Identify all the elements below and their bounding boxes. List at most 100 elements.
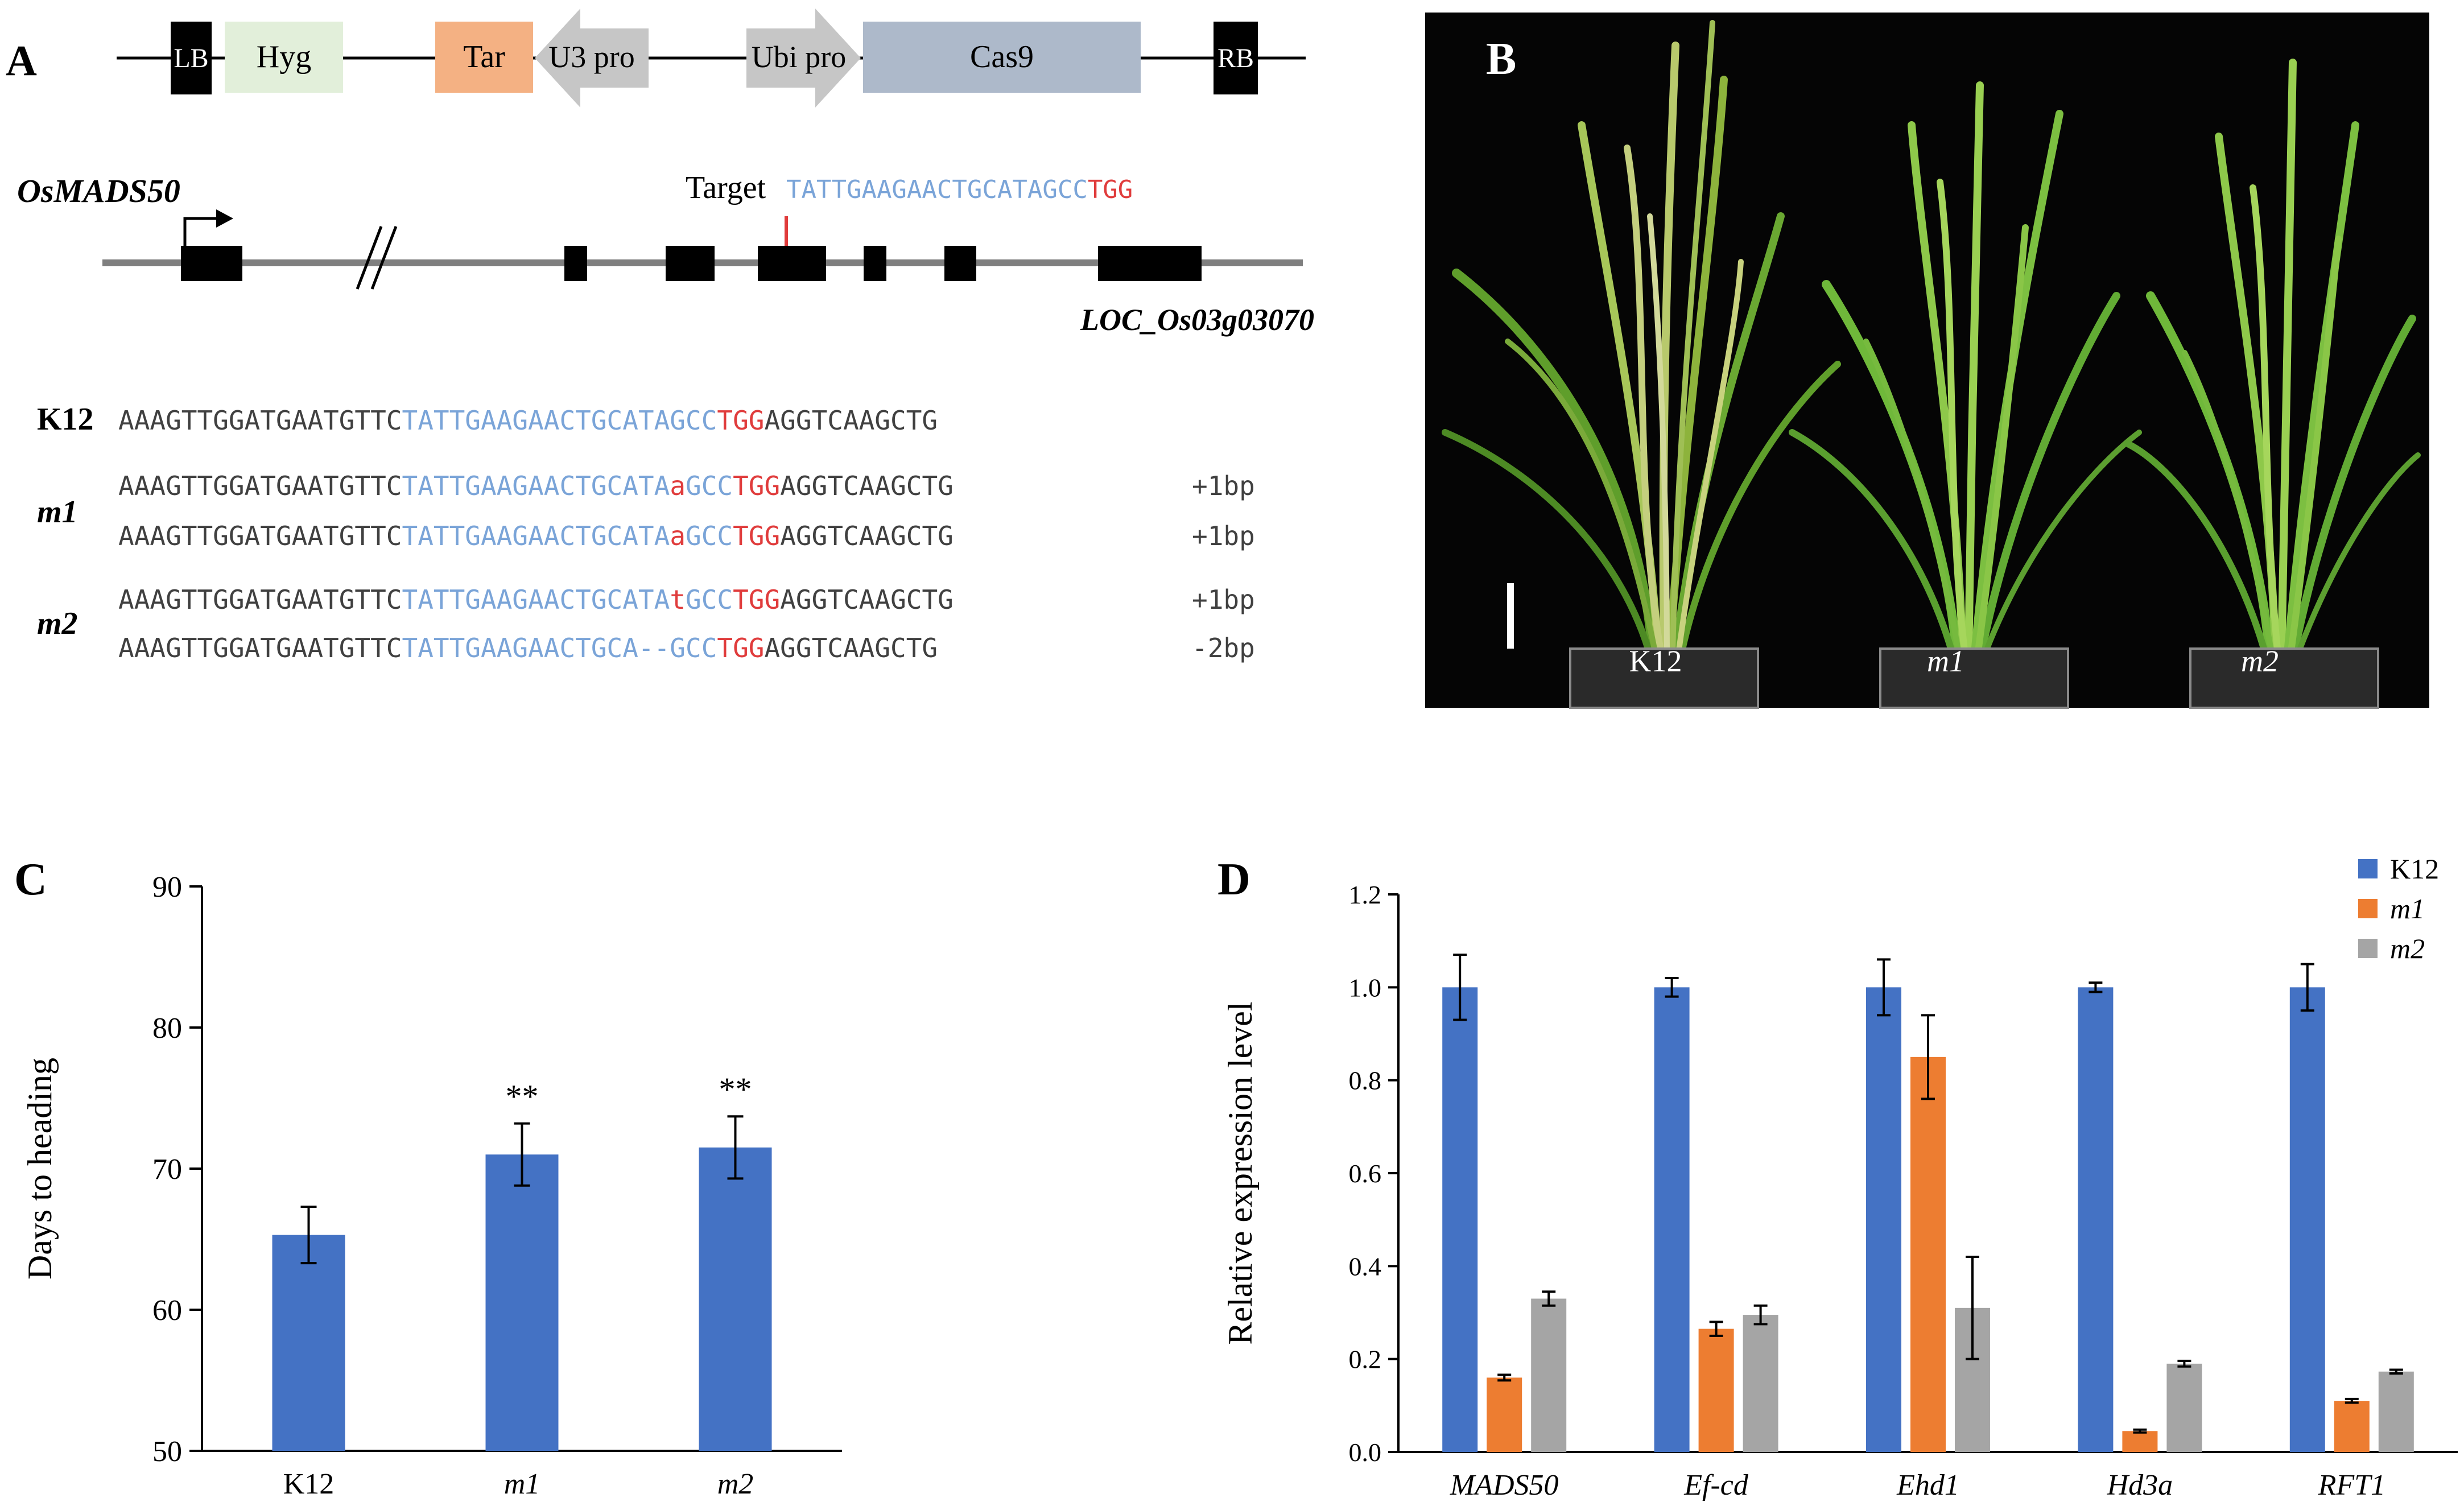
bar: [2378, 1371, 2414, 1452]
legend-label: m2: [2390, 933, 2425, 964]
construct-map: LB Hyg Tar U3 pro Ubi pro Cas9 RB: [117, 9, 1306, 108]
y-tick-label: 0.8: [1349, 1066, 1382, 1095]
gene-name: OsMADS50: [17, 172, 180, 209]
y-tick-label: 0.2: [1349, 1345, 1382, 1374]
gene-break-2: [370, 226, 398, 290]
alignment-group-label-m1: m1: [37, 494, 78, 530]
bar: [2122, 1431, 2158, 1452]
exon-7: [1098, 246, 1202, 281]
legend-label: m1: [2390, 893, 2425, 925]
bar: [272, 1235, 345, 1451]
photo-label-m2: m2: [2241, 644, 2279, 678]
x-tick-label: Ehd1: [1896, 1469, 1959, 1501]
alignment-row-seq: AAAGTTGGATGAATGTTCTATTGAAGAACTGCATAtGCCT…: [118, 584, 954, 615]
alignment-group-label-m2: m2: [37, 606, 78, 641]
x-tick-label: m1: [504, 1468, 540, 1500]
target-label: Target: [686, 170, 766, 205]
alignment-row-note: +1bp: [1192, 584, 1255, 615]
y-tick-label: 1.0: [1349, 973, 1382, 1002]
panel-a: A LB Hyg Tar U3 pro Ubi pro Cas9 RB OsMA…: [6, 9, 1314, 663]
bar: [1743, 1315, 1778, 1452]
significance-mark: **: [719, 1071, 752, 1108]
plant-k12: [1442, 20, 1841, 659]
chart-d: 0.0 0.2 0.4 0.6 0.8 1.0 1.2 Relative expression…: [1221, 853, 2458, 1501]
x-tick-label: MADS50: [1450, 1469, 1559, 1501]
pot-k12: [1569, 647, 1759, 709]
cas9-label: Cas9: [970, 39, 1034, 75]
exon-2: [564, 246, 587, 281]
alignment-row: AAAGTTGGATGAATGTTCTATTGAAGAACTGCATAaGCCT…: [118, 471, 1255, 501]
panel-d: D 0.0 0.2 0.4 0.6 0.8 1.0 1.2 Relative expressi…: [1217, 853, 2458, 1501]
exon-3: [666, 246, 715, 281]
alignment-row-label: K12: [37, 402, 94, 437]
gene-break-1: [356, 226, 383, 290]
alignment-row-seq: AAAGTTGGATGAATGTTCTATTGAAGAACTGCATAaGCCT…: [118, 471, 954, 501]
bar: [1910, 1057, 1946, 1452]
chart-c: 50 60 70 80 90 Days to heading K12 m1 ** m2 **: [21, 871, 842, 1500]
bar: [1442, 987, 1478, 1452]
gene-model: OsMADS50 Target TATTGAAGAACTGCATAGCCTGG …: [17, 170, 1314, 337]
hyg-box: [225, 22, 343, 93]
bar: [2334, 1401, 2370, 1452]
bar: [1698, 1329, 1734, 1452]
tss-arrow: [183, 217, 219, 246]
alignment-row-note: +1bp: [1192, 521, 1255, 551]
bar: [485, 1154, 559, 1451]
panel-b-label: B: [1486, 34, 1516, 84]
target-sequence: TATTGAAGAACTGCATAGCCTGG: [786, 175, 1133, 204]
cas9-box: [863, 22, 1141, 93]
tar-box: [435, 22, 533, 93]
alignment-row-seq: AAAGTTGGATGAATGTTCTATTGAAGAACTGCATAaGCCT…: [118, 521, 954, 551]
rb-box: [1214, 22, 1258, 94]
alignment-row-note: +1bp: [1192, 471, 1255, 501]
alignment-row: AAAGTTGGATGAATGTTCTATTGAAGAACTGCATAaGCCT…: [118, 521, 1255, 551]
bar: [1866, 987, 1901, 1452]
ubipro-arrow: [746, 9, 861, 108]
panel-c: C 50 60 70 80 90 Days to heading K12 m1 ** m2 **: [14, 855, 842, 1500]
photo-label-m1: m1: [1927, 644, 1964, 678]
sequence-alignment: K12 AAAGTTGGATGAATGTTCTATTGAAGAACTGCATAG…: [37, 402, 1255, 663]
alignment-row-seq: AAAGTTGGATGAATGTTCTATTGAAGAACTGCA--GCCTG…: [118, 633, 938, 663]
u3pro-arrow: [535, 9, 649, 108]
significance-mark: **: [506, 1078, 539, 1115]
pot-m2: [2189, 647, 2379, 709]
lb-box: [171, 22, 212, 94]
alignment-row: K12 AAAGTTGGATGAATGTTCTATTGAAGAACTGCATAG…: [37, 402, 938, 437]
y-tick-label: 0.0: [1349, 1438, 1382, 1467]
ubipro-label: Ubi pro: [752, 40, 846, 74]
bar: [2289, 987, 2325, 1452]
alignment-row: AAAGTTGGATGAATGTTCTATTGAAGAACTGCA--GCCTG…: [118, 633, 1255, 663]
lb-label: LB: [174, 43, 208, 73]
y-axis-label: Relative expression level: [1221, 1001, 1259, 1344]
bar: [2078, 987, 2114, 1452]
u3pro-label: U3 pro: [548, 40, 634, 74]
rb-label: RB: [1217, 43, 1254, 73]
plant-m2: [2124, 59, 2421, 665]
y-tick-label: 50: [152, 1435, 182, 1468]
hyg-label: Hyg: [257, 39, 311, 75]
exon-1: [181, 246, 242, 281]
bar: [2166, 1363, 2202, 1452]
y-tick-label: 0.6: [1349, 1159, 1382, 1188]
bar: [1487, 1377, 1522, 1452]
bar: [699, 1147, 772, 1451]
bar: [1654, 987, 1690, 1452]
alignment-row-note: -2bp: [1192, 633, 1255, 663]
x-tick-label: Hd3a: [2107, 1469, 2173, 1501]
legend-swatch: [2358, 859, 2378, 878]
y-tick-label: 90: [152, 871, 182, 903]
target-pam: TGG: [1088, 175, 1133, 204]
legend-label: K12: [2390, 853, 2439, 885]
y-axis-label: Days to heading: [21, 1058, 59, 1280]
x-tick-label: Ef-cd: [1683, 1469, 1749, 1501]
panel-b: B: [1425, 13, 2429, 709]
alignment-row-seq: AAAGTTGGATGAATGTTCTATTGAAGAACTGCATAGCCTG…: [118, 405, 938, 436]
exon-6: [944, 246, 976, 281]
legend-swatch: [2358, 939, 2378, 958]
exon-5: [864, 246, 886, 281]
pot-m1: [1879, 647, 2069, 709]
y-tick-label: 0.4: [1349, 1252, 1382, 1281]
tss-arrowhead: [216, 209, 233, 228]
panel-d-label: D: [1217, 855, 1250, 905]
panel-c-label: C: [14, 855, 47, 905]
